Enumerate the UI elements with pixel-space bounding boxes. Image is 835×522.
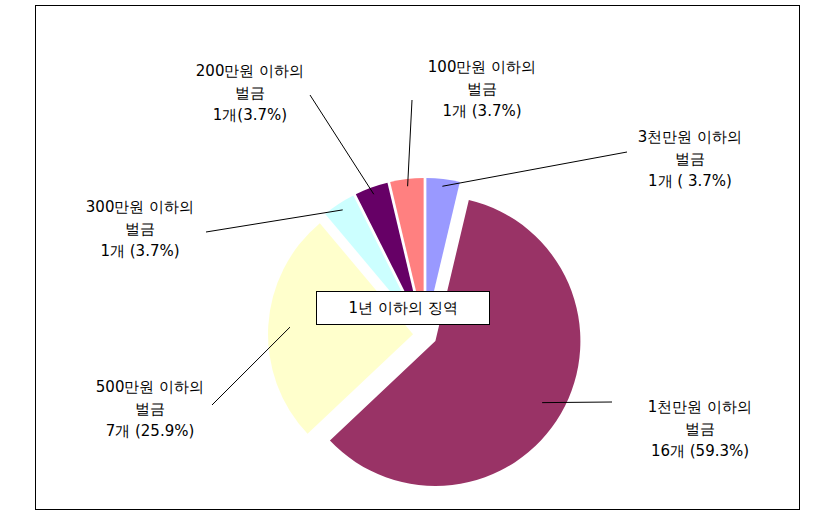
- svg-text:200만원 이하의벌금1개(3.7%): 200만원 이하의벌금1개(3.7%): [196, 62, 304, 124]
- svg-text:100만원 이하의벌금1개 (3.7%): 100만원 이하의벌금1개 (3.7%): [428, 58, 536, 120]
- svg-text:500만원 이하의벌금7개 (25.9%): 500만원 이하의벌금7개 (25.9%): [96, 378, 204, 440]
- svg-text:3천만원 이하의벌금1개 ( 3.7%): 3천만원 이하의벌금1개 ( 3.7%): [638, 128, 742, 190]
- svg-text:1천만원 이하의벌금16개 (59.3%): 1천만원 이하의벌금16개 (59.3%): [648, 398, 752, 460]
- html-text:1년 이하의 징역: 1년 이하의 징역: [348, 298, 458, 317]
- svg-text:300만원 이하의벌금1개 (3.7%): 300만원 이하의벌금1개 (3.7%): [86, 198, 194, 260]
